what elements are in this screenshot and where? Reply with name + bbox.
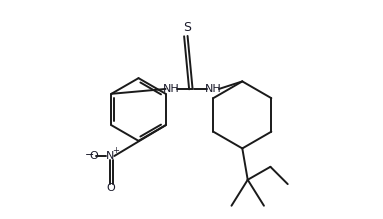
Text: O: O <box>106 184 115 193</box>
Text: S: S <box>183 21 191 34</box>
Text: N: N <box>106 151 115 161</box>
Text: NH: NH <box>163 84 179 94</box>
Text: +: + <box>112 146 119 155</box>
Text: −: − <box>85 150 94 160</box>
Text: NH: NH <box>205 84 221 94</box>
Text: O: O <box>90 151 98 161</box>
